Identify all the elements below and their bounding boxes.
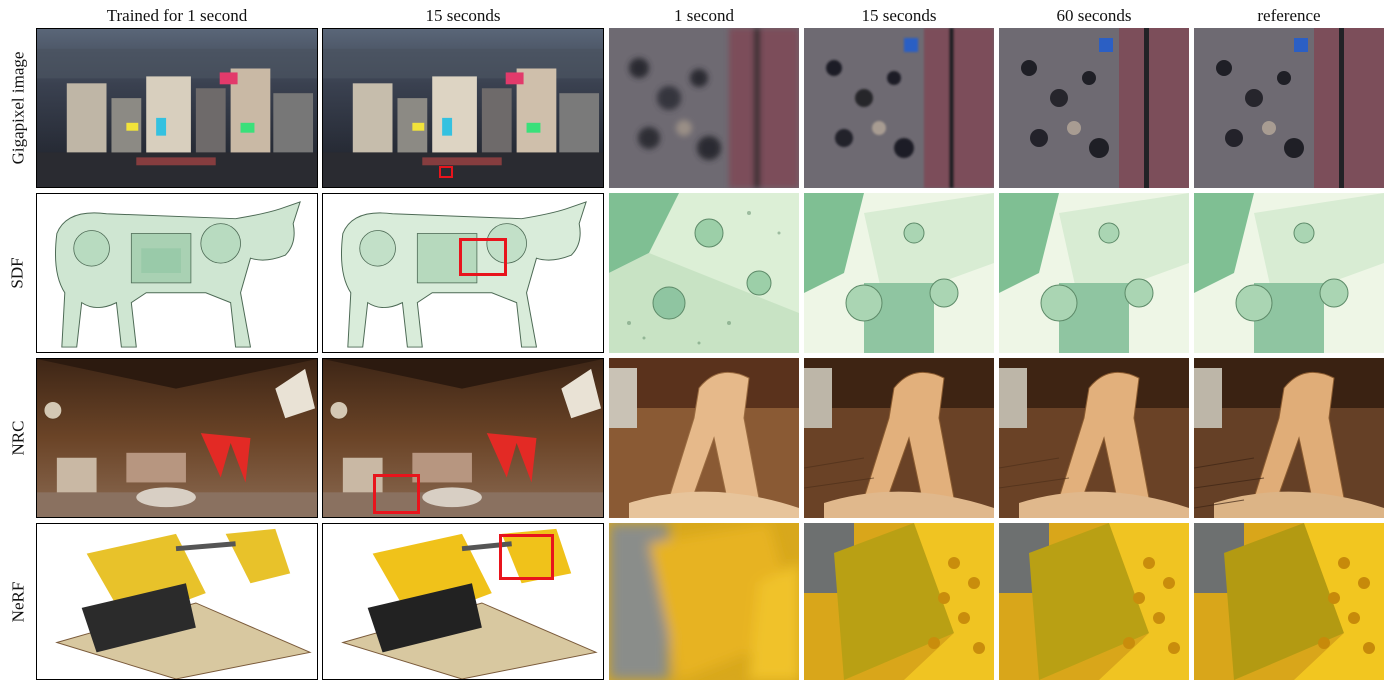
sdf-overview-1s (36, 193, 318, 353)
gigapixel-zoom-1s (609, 28, 799, 188)
gigapixel-overview-1s (36, 28, 318, 188)
column-header-15s-zoom: 15 seconds (861, 6, 937, 25)
sdf-zoom-15s (804, 193, 994, 353)
zoom-region-marker (499, 534, 554, 580)
gigapixel-reference (1194, 28, 1384, 188)
column-header-trained-1s: Trained for 1 second (106, 6, 248, 25)
row-label-sdf: SDF (8, 257, 27, 289)
nerf-overview-15s (322, 523, 604, 680)
zoom-region-marker (459, 238, 507, 276)
nerf-reference (1194, 523, 1384, 680)
zoom-region-marker (439, 166, 453, 178)
row-label-nrc: NRC (8, 420, 27, 456)
row-label-nerf: NeRF (8, 581, 27, 622)
nrc-zoom-1s (609, 358, 799, 518)
nrc-zoom-15s (804, 358, 994, 518)
sdf-zoom-1s (609, 193, 799, 353)
column-header-60s-zoom: 60 seconds (1056, 6, 1132, 25)
nerf-overview-1s (36, 523, 318, 680)
zoom-region-marker (373, 474, 420, 514)
nrc-overview-1s (36, 358, 318, 518)
sdf-reference (1194, 193, 1384, 353)
nerf-zoom-15s (804, 523, 994, 680)
nrc-reference (1194, 358, 1384, 518)
nrc-overview-15s (322, 358, 604, 518)
gigapixel-zoom-60s (999, 28, 1189, 188)
nerf-zoom-60s (999, 523, 1189, 680)
gigapixel-overview-15s (322, 28, 604, 188)
gigapixel-zoom-15s (804, 28, 994, 188)
sdf-overview-15s (322, 193, 604, 353)
nrc-zoom-60s (999, 358, 1189, 518)
column-header-reference: reference (1257, 6, 1321, 25)
column-header-1s-zoom: 1 second (674, 6, 734, 25)
row-label-gigapixel: Gigapixel image (8, 51, 28, 165)
sdf-zoom-60s (999, 193, 1189, 353)
column-header-15s-overview: 15 seconds (425, 6, 501, 25)
nerf-zoom-1s (609, 523, 799, 680)
